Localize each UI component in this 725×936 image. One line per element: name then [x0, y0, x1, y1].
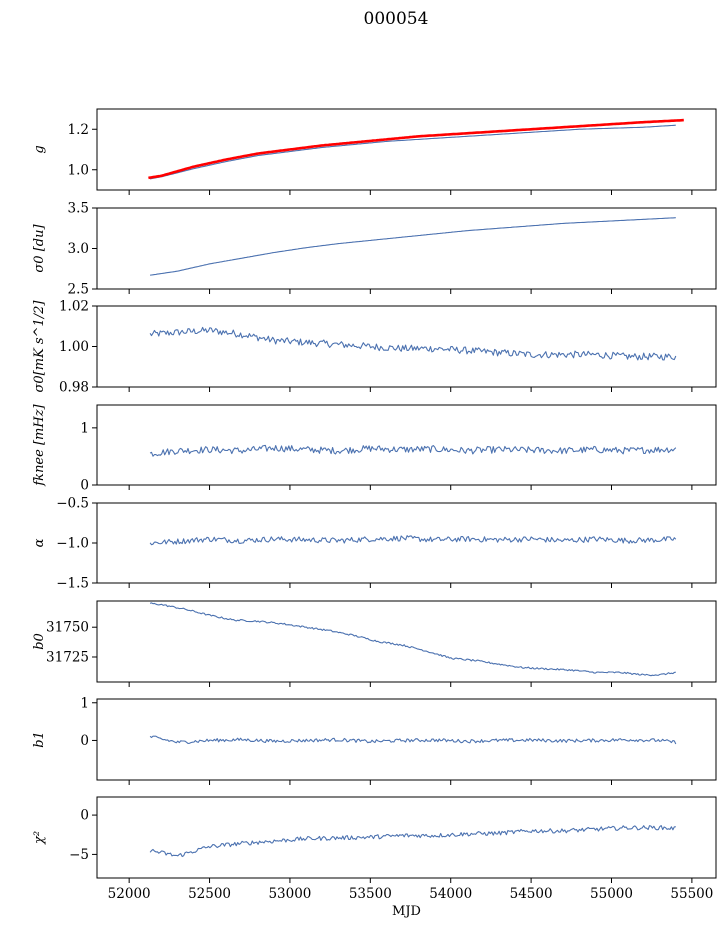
x-tick-label: 55500 [670, 886, 713, 902]
series-line-chi2-0 [149, 825, 676, 858]
x-tick-label: 52000 [108, 886, 151, 902]
axes-frame [96, 796, 717, 879]
x-axis-label: MJD [392, 904, 421, 919]
y-tick-label: 1.0 [68, 162, 89, 178]
axes-frame [96, 600, 717, 683]
y-axis-label: b0 [32, 633, 47, 650]
y-tick-label: 0.98 [59, 380, 89, 396]
y-axis-label: σ0[mK s^1/2] [32, 300, 47, 393]
y-tick-label: 3.5 [68, 201, 89, 217]
series-line-b1-0 [149, 735, 677, 745]
panel-sigma0: 2.5 3.0 3.5 σ0 [du] [32, 201, 717, 298]
y-tick-label: 31750 [46, 620, 89, 636]
x-tick-label: 53500 [349, 886, 392, 902]
series-line-g-1 [148, 118, 684, 180]
series-line-b0-0 [149, 602, 676, 677]
axes-frame [96, 698, 717, 781]
panels: 1.0 1.2 g 2.5 3.0 3.5 σ0 [du] 0.98 1.00 1.02 σ0[mK… [32, 108, 717, 919]
y-tick-label: 0 [80, 478, 89, 494]
y-tick-label: 2.5 [68, 282, 89, 298]
x-tick-label: 54000 [429, 886, 472, 902]
y-axis-label: α [32, 538, 47, 547]
y-tick-label: 1 [80, 420, 89, 436]
axes-frame [96, 404, 717, 486]
x-tick-label: 53000 [268, 886, 311, 902]
series-line-alpha-0 [149, 535, 677, 546]
figure-title: 000054 [364, 9, 429, 29]
y-tick-label: −1.0 [56, 536, 89, 552]
y-tick-label: 0 [80, 808, 89, 824]
y-axis-label: b1 [32, 731, 47, 748]
y-tick-label: 0 [80, 733, 89, 749]
y-tick-label: 3.0 [68, 241, 89, 257]
y-tick-label: −1.5 [56, 576, 89, 592]
y-tick-label: −0.5 [56, 496, 89, 512]
y-tick-label: 1.2 [68, 122, 89, 138]
y-axis-label: fknee [mHz] [32, 403, 47, 486]
panel-b1: 0 1 b1 [32, 695, 717, 785]
series-line-sigma0_mk-0 [149, 326, 677, 361]
x-tick-label: 55000 [590, 886, 633, 902]
panel-g: 1.0 1.2 g [32, 108, 717, 195]
panel-chi2: −5 0 χ² 52000 52500 53000 53500 54000 54500 55000… [32, 796, 717, 919]
y-tick-label: 31725 [46, 649, 89, 665]
y-tick-label: 1.02 [59, 299, 89, 315]
panel-sigma0_mk: 0.98 1.00 1.02 σ0[mK s^1/2] [32, 299, 717, 396]
panel-fknee: 0 1 fknee [mHz] [32, 403, 717, 494]
y-tick-label: 1 [80, 695, 89, 711]
y-axis-label: σ0 [du] [32, 224, 47, 273]
x-tick-label: 52500 [188, 886, 231, 902]
series-line-g-0 [149, 124, 676, 180]
series-line-sigma0-0 [150, 217, 676, 276]
series-line-fknee-0 [149, 444, 677, 457]
y-axis-label: g [32, 145, 47, 153]
y-axis-label: χ² [32, 831, 47, 845]
y-tick-label: 1.00 [59, 339, 89, 355]
x-tick-label: 54500 [510, 886, 553, 902]
y-tick-label: −5 [69, 847, 89, 863]
axes-frame [96, 108, 717, 191]
panel-alpha: −1.5 −1.0 −0.5 α [32, 496, 717, 592]
